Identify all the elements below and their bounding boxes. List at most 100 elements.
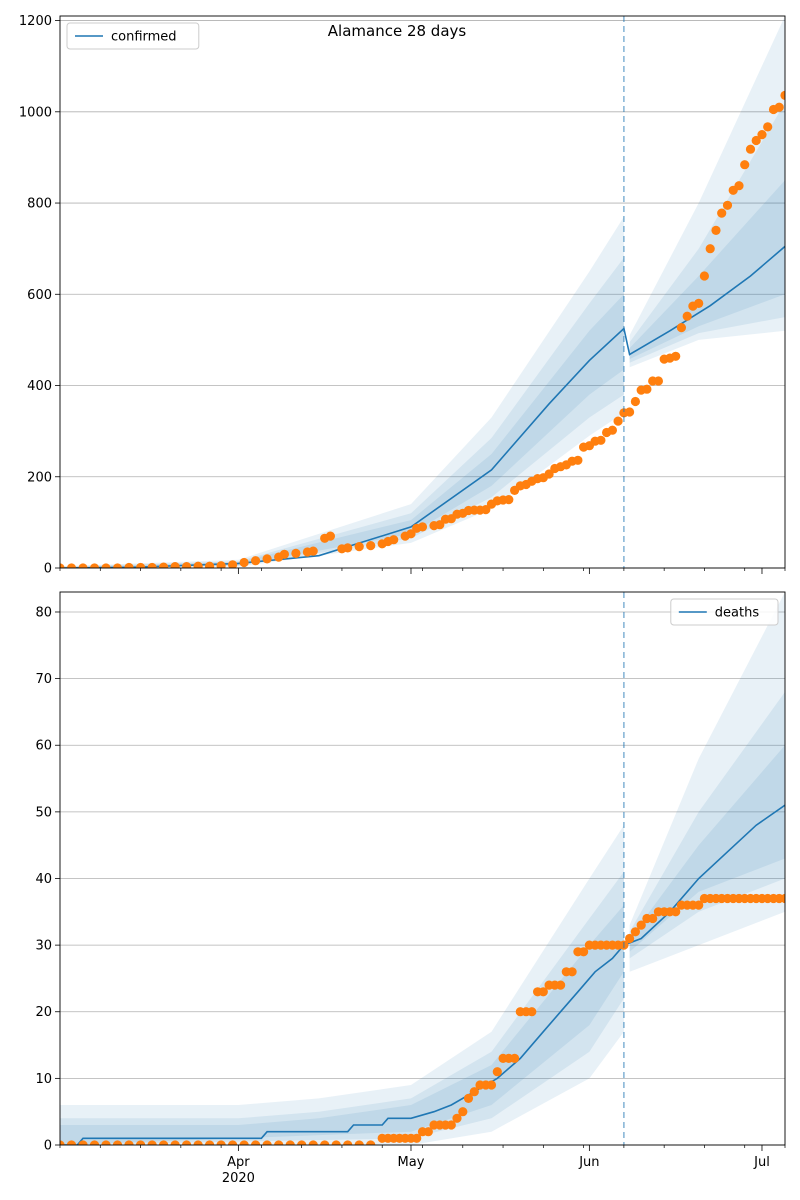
observed-point <box>66 1140 77 1145</box>
observed-point <box>780 893 785 904</box>
observed-point <box>567 967 577 977</box>
observed-point <box>458 1107 468 1117</box>
observed-point <box>112 1140 123 1145</box>
observed-point <box>297 1140 307 1145</box>
observed-point <box>136 562 146 568</box>
observed-point <box>504 495 514 505</box>
observed-point <box>262 554 272 564</box>
y-tick-label: 0 <box>44 562 52 577</box>
observed-point <box>170 562 180 568</box>
observed-point <box>774 102 784 112</box>
observed-point <box>527 1007 537 1017</box>
observed-point <box>596 435 606 445</box>
legend-label: confirmed <box>111 30 177 45</box>
uncertainty-band-0 <box>60 825 624 1145</box>
observed-point <box>780 90 785 100</box>
observed-point <box>170 1140 180 1145</box>
observed-point <box>182 562 192 568</box>
y-tick-label: 1000 <box>19 105 52 120</box>
observed-point <box>717 208 727 218</box>
y-tick-label: 50 <box>35 805 52 820</box>
observed-point <box>486 1080 497 1090</box>
observed-point <box>573 455 583 465</box>
y-tick-label: 30 <box>35 939 52 954</box>
observed-point <box>694 298 704 308</box>
observed-point <box>101 563 111 568</box>
observed-point <box>671 351 681 361</box>
x-tick-label: Jun <box>578 1155 599 1170</box>
observed-point <box>366 541 376 551</box>
plot-area <box>60 16 785 568</box>
observed-point <box>412 1133 422 1143</box>
uncertainty-band-0 <box>60 216 624 568</box>
observed-point <box>251 1140 261 1145</box>
x-tick-sublabel: 2020 <box>222 1171 255 1186</box>
observed-point <box>89 1140 100 1145</box>
observed-point <box>239 1140 249 1145</box>
observed-point <box>60 1140 65 1145</box>
observed-point <box>331 1140 341 1145</box>
observed-point <box>228 560 238 568</box>
observed-point <box>124 562 134 568</box>
observed-point <box>291 548 301 559</box>
observed-point <box>751 135 761 146</box>
observed-point <box>613 416 623 426</box>
observed-point <box>239 557 249 568</box>
observed-point <box>544 469 554 479</box>
observed-point <box>676 323 687 333</box>
observed-point <box>320 1140 330 1145</box>
observed-point <box>509 1053 520 1063</box>
observed-point <box>78 563 88 568</box>
y-tick-label: 800 <box>27 197 52 212</box>
observed-point <box>343 1140 353 1145</box>
observed-point <box>463 1093 474 1103</box>
observed-point <box>182 1140 192 1145</box>
observed-point <box>653 376 664 386</box>
legend-box <box>66 22 200 50</box>
legend-box <box>670 598 779 626</box>
observed-point <box>423 1127 433 1137</box>
observed-point <box>734 181 744 191</box>
figure-title: Alamance 28 days <box>328 22 467 40</box>
x-tick-label: May <box>398 1155 425 1170</box>
observed-point <box>694 900 704 910</box>
uncertainty-band-1 <box>60 257 624 568</box>
observed-point <box>492 1067 502 1077</box>
observed-point <box>671 907 681 917</box>
uncertainty-band-1 <box>629 691 785 959</box>
uncertainty-band-2 <box>629 745 785 952</box>
observed-point <box>642 384 652 394</box>
observed-point <box>607 425 618 435</box>
observed-point <box>469 1087 479 1097</box>
observed-point <box>757 130 767 140</box>
observed-point <box>417 522 428 532</box>
observed-point <box>285 1140 295 1145</box>
observed-point <box>159 1140 169 1145</box>
legend-label: deaths <box>715 606 760 621</box>
y-tick-label: 70 <box>35 672 52 687</box>
legend: confirmed <box>66 22 200 50</box>
observed-point <box>625 933 635 944</box>
observed-point <box>308 1140 318 1145</box>
observed-point <box>435 520 445 530</box>
observed-point <box>279 549 289 559</box>
observed-point <box>251 556 261 566</box>
observed-point <box>216 561 226 568</box>
observed-point <box>452 1113 462 1123</box>
observed-point <box>556 980 566 990</box>
y-tick-label: 60 <box>35 739 52 754</box>
observed-point <box>205 1140 215 1145</box>
observed-point <box>406 529 416 539</box>
observed-point <box>228 1140 238 1145</box>
uncertainty-band-1 <box>60 871 624 1145</box>
uncertainty-band-1 <box>629 102 785 363</box>
observed-point <box>636 920 646 930</box>
observed-point <box>124 1140 134 1145</box>
observed-point <box>66 563 77 568</box>
uncertainty-band-0 <box>629 592 785 972</box>
observed-point <box>682 311 692 321</box>
observed-point <box>147 562 157 568</box>
observed-point <box>136 1140 146 1145</box>
plot-area <box>60 592 785 1145</box>
